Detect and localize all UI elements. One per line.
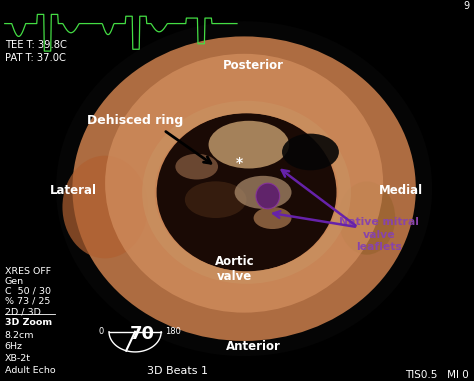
Text: 2D / 3D: 2D / 3D <box>5 307 41 316</box>
Ellipse shape <box>105 54 383 313</box>
Text: 0: 0 <box>98 327 103 336</box>
Text: 8.2cm: 8.2cm <box>5 331 34 339</box>
Ellipse shape <box>63 156 148 258</box>
Ellipse shape <box>73 37 416 341</box>
Text: PAT T: 37.0C: PAT T: 37.0C <box>5 53 65 63</box>
Text: Lateral: Lateral <box>50 184 97 197</box>
Ellipse shape <box>209 121 289 168</box>
Ellipse shape <box>256 183 280 209</box>
Ellipse shape <box>235 176 292 209</box>
Text: Adult Echo: Adult Echo <box>5 366 55 375</box>
Text: XB-2t: XB-2t <box>5 354 31 363</box>
Text: 3D Beats 1: 3D Beats 1 <box>147 366 208 376</box>
Text: 6Hz: 6Hz <box>5 342 23 351</box>
Text: Posterior: Posterior <box>223 59 284 72</box>
Text: Native mitral
valve
leaflets: Native mitral valve leaflets <box>339 217 419 252</box>
Text: Dehisced ring: Dehisced ring <box>87 114 183 127</box>
Text: TEE T: 39.8C: TEE T: 39.8C <box>5 40 67 50</box>
Ellipse shape <box>185 181 246 218</box>
Text: Anterior: Anterior <box>226 340 281 353</box>
Text: 3D Zoom: 3D Zoom <box>5 318 52 327</box>
Ellipse shape <box>254 207 292 229</box>
Text: XRES OFF: XRES OFF <box>5 267 51 276</box>
Text: Aortic
valve: Aortic valve <box>215 255 255 283</box>
Text: Medial: Medial <box>378 184 423 197</box>
Text: 180: 180 <box>165 327 181 336</box>
Text: 9: 9 <box>463 1 469 11</box>
Text: Gen: Gen <box>5 277 24 286</box>
Text: *: * <box>236 156 243 170</box>
Ellipse shape <box>56 21 432 356</box>
Ellipse shape <box>282 134 339 170</box>
Ellipse shape <box>156 113 337 272</box>
Text: % 73 / 25: % 73 / 25 <box>5 297 50 306</box>
Ellipse shape <box>175 154 218 179</box>
Text: TIS0.5   MI 0: TIS0.5 MI 0 <box>406 370 469 380</box>
Text: C  50 / 30: C 50 / 30 <box>5 287 51 296</box>
Ellipse shape <box>338 181 395 255</box>
Text: 70: 70 <box>130 325 155 343</box>
